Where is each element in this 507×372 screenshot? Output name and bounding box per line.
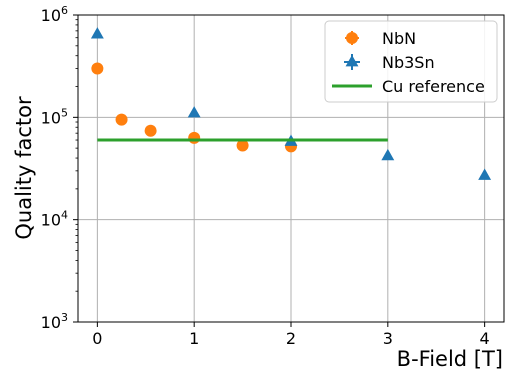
data-point	[90, 27, 104, 39]
x-axis: 0 1 2 3 4	[92, 322, 490, 348]
data-point	[115, 113, 128, 126]
data-point	[188, 131, 201, 144]
y-tick-exponent: 3	[61, 311, 68, 324]
legend-marker	[345, 55, 359, 67]
y-tick-label: 103	[41, 311, 68, 332]
y-tick-base: 10	[41, 211, 61, 230]
y-tick-base: 10	[41, 108, 61, 127]
series-layer	[90, 27, 492, 180]
y-tick-base: 10	[41, 6, 61, 25]
data-point	[478, 168, 492, 180]
x-tick-label: 1	[189, 329, 199, 348]
y-tick-label: 104	[41, 209, 68, 230]
series-nb3sn	[90, 27, 492, 180]
y-tick-exponent: 6	[61, 4, 68, 17]
y-tick-label: 105	[41, 106, 68, 127]
x-tick-label: 3	[383, 329, 393, 348]
legend-item: Cu reference	[332, 77, 485, 96]
legend-item: Nb3Sn	[344, 53, 435, 72]
y-axis-label: Quality factor	[12, 96, 36, 240]
data-point	[236, 139, 249, 152]
data-point	[144, 124, 157, 137]
legend-label: Nb3Sn	[382, 53, 435, 72]
y-tick-exponent: 4	[61, 209, 68, 222]
legend-label: Cu reference	[382, 77, 485, 96]
x-tick-label: 4	[480, 329, 490, 348]
x-tick-label: 0	[92, 329, 102, 348]
legend-label: NbN	[382, 29, 416, 48]
legend-marker	[346, 32, 358, 44]
y-tick-exponent: 5	[61, 106, 68, 119]
legend: NbN Nb3Sn Cu reference	[324, 20, 498, 103]
legend-box	[324, 20, 498, 103]
x-axis-label: B-Field [T]	[397, 347, 503, 371]
data-point	[381, 148, 395, 161]
x-tick-label: 2	[286, 329, 296, 348]
data-point	[187, 106, 201, 118]
y-tick-base: 10	[41, 313, 61, 332]
data-point	[91, 62, 104, 75]
y-tick-label: 106	[41, 4, 68, 25]
legend-item: NbN	[345, 29, 416, 48]
